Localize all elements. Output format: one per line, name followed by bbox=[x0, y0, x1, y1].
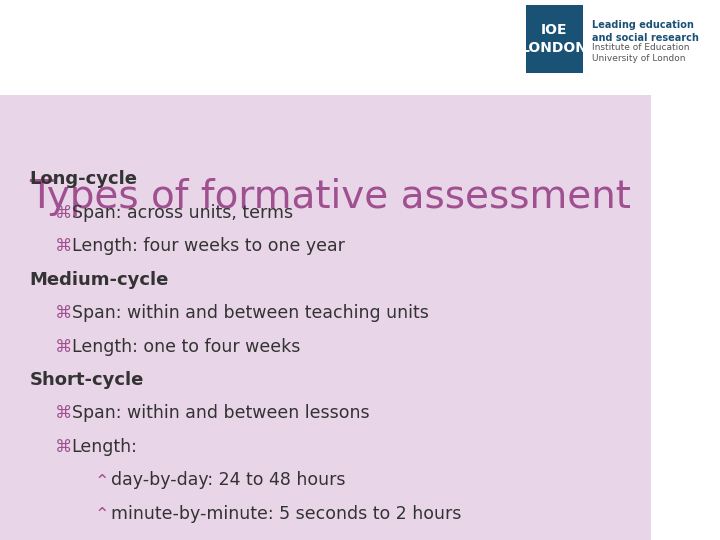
Text: ⌘: ⌘ bbox=[55, 204, 73, 221]
Text: minute-by-minute: 5 seconds to 2 hours: minute-by-minute: 5 seconds to 2 hours bbox=[111, 505, 461, 523]
Text: Length:: Length: bbox=[71, 438, 138, 456]
Text: IOE
LONDON: IOE LONDON bbox=[521, 23, 588, 55]
Text: day-by-day: 24 to 48 hours: day-by-day: 24 to 48 hours bbox=[111, 471, 345, 489]
Text: Length: four weeks to one year: Length: four weeks to one year bbox=[71, 237, 344, 255]
Text: Long-cycle: Long-cycle bbox=[30, 170, 138, 188]
Text: ⌘: ⌘ bbox=[55, 438, 73, 456]
Text: Medium-cycle: Medium-cycle bbox=[30, 271, 168, 288]
Text: ⌃: ⌃ bbox=[94, 471, 109, 489]
FancyBboxPatch shape bbox=[0, 0, 651, 94]
Text: Institute of Education
University of London: Institute of Education University of Lon… bbox=[592, 43, 689, 63]
Text: ⌘: ⌘ bbox=[55, 237, 73, 255]
Text: Span: within and between teaching units: Span: within and between teaching units bbox=[71, 304, 428, 322]
Text: Types of formative assessment: Types of formative assessment bbox=[30, 178, 631, 216]
FancyBboxPatch shape bbox=[0, 94, 651, 540]
Text: ⌘: ⌘ bbox=[55, 304, 73, 322]
Text: Leading education
and social research: Leading education and social research bbox=[592, 20, 698, 43]
Text: Short-cycle: Short-cycle bbox=[30, 371, 144, 389]
Text: ⌃: ⌃ bbox=[94, 505, 109, 523]
Text: ⌘: ⌘ bbox=[55, 404, 73, 422]
Text: Length: one to four weeks: Length: one to four weeks bbox=[71, 338, 300, 355]
Text: Span: across units, terms: Span: across units, terms bbox=[71, 204, 293, 221]
Text: ⌘: ⌘ bbox=[55, 338, 73, 355]
Text: Span: within and between lessons: Span: within and between lessons bbox=[71, 404, 369, 422]
